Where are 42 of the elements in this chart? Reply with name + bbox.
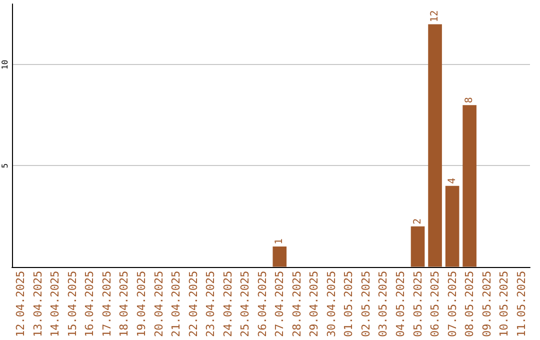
y-tick-label: 5 — [0, 163, 10, 168]
x-tick-label: 18.04.2025 — [118, 270, 131, 338]
x-tick-label: 07.05.2025 — [446, 270, 459, 338]
x-tick-label: 24.04.2025 — [221, 270, 234, 338]
x-tick-label: 28.04.2025 — [290, 270, 304, 338]
x-tick-label: 03.05.2025 — [376, 270, 390, 338]
data-label: 8 — [464, 97, 476, 104]
bar — [428, 24, 442, 267]
x-tick-label: 23.04.2025 — [204, 270, 218, 338]
bar — [445, 186, 460, 267]
bar — [462, 105, 476, 267]
data-label: 4 — [446, 178, 458, 184]
data-label: 1 — [274, 238, 286, 245]
bar — [272, 246, 287, 267]
x-tick-label: 16.04.2025 — [83, 270, 96, 338]
x-tick-label: 12.04.2025 — [14, 270, 28, 338]
x-tick-label: 06.05.2025 — [428, 270, 442, 338]
x-tick-label: 20.04.2025 — [152, 270, 166, 338]
x-tick-label: 19.04.2025 — [135, 270, 148, 338]
x-tick-label: 04.05.2025 — [394, 270, 407, 338]
x-tick-label: 10.05.2025 — [498, 270, 511, 338]
x-tick-label: 02.05.2025 — [359, 270, 372, 338]
x-tick-label: 27.04.2025 — [273, 270, 286, 338]
bar — [410, 226, 425, 267]
x-tick-label: 30.04.2025 — [324, 270, 338, 338]
x-tick-label: 29.04.2025 — [308, 270, 321, 338]
x-tick-label: 26.04.2025 — [256, 270, 269, 338]
x-tick-label: 22.04.2025 — [186, 270, 200, 338]
data-label: 12 — [430, 10, 441, 22]
data-label: 2 — [412, 218, 424, 224]
x-tick-label: 13.04.2025 — [31, 270, 44, 338]
x-tick-label: 17.04.2025 — [100, 270, 114, 338]
x-tick-label: 08.05.2025 — [463, 270, 476, 338]
x-tick-label: 21.04.2025 — [170, 270, 183, 338]
x-tick-label: 14.04.2025 — [48, 270, 62, 338]
x-tick-label: 09.05.2025 — [480, 270, 494, 338]
x-tick-label: 11.05.2025 — [514, 270, 528, 338]
x-tick-label: 15.04.2025 — [66, 270, 79, 338]
x-tick-label: 01.05.2025 — [342, 270, 356, 338]
x-tick-label: 05.05.2025 — [411, 270, 424, 338]
y-tick-label: 10 — [0, 60, 10, 70]
x-tick-label: 25.04.2025 — [238, 270, 252, 338]
